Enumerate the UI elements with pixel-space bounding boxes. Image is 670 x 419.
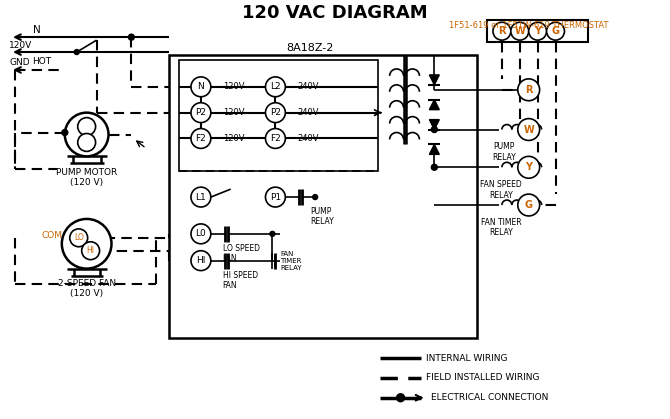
Text: GND: GND <box>9 59 29 67</box>
Circle shape <box>265 187 285 207</box>
Text: N: N <box>33 25 41 35</box>
FancyBboxPatch shape <box>179 60 378 171</box>
Text: FAN
TIMER
RELAY: FAN TIMER RELAY <box>280 251 302 271</box>
Text: F2: F2 <box>270 134 281 143</box>
Circle shape <box>62 129 68 135</box>
Text: 240V: 240V <box>297 134 319 143</box>
Text: HI SPEED
FAN: HI SPEED FAN <box>222 271 258 290</box>
Circle shape <box>265 103 285 123</box>
Text: ELECTRICAL CONNECTION: ELECTRICAL CONNECTION <box>431 393 549 402</box>
Text: HOT: HOT <box>32 57 51 67</box>
Circle shape <box>191 77 211 97</box>
Text: 8A18Z-2: 8A18Z-2 <box>287 43 334 53</box>
Text: (120 V): (120 V) <box>70 178 103 187</box>
Circle shape <box>493 22 511 40</box>
Text: (120 V): (120 V) <box>70 289 103 298</box>
Circle shape <box>62 219 111 269</box>
Text: FAN SPEED
RELAY: FAN SPEED RELAY <box>480 180 522 199</box>
Text: W: W <box>523 124 534 134</box>
Text: 2-SPEED FAN: 2-SPEED FAN <box>58 279 116 288</box>
Circle shape <box>129 34 135 40</box>
Text: Y: Y <box>534 26 541 36</box>
Polygon shape <box>429 119 440 129</box>
Text: L2: L2 <box>270 82 281 91</box>
Text: L0: L0 <box>196 229 206 238</box>
Text: COM: COM <box>42 231 62 241</box>
Text: 1F51-619 or 1F51W-619 THERMOSTAT: 1F51-619 or 1F51W-619 THERMOSTAT <box>449 21 608 30</box>
Text: 120 VAC DIAGRAM: 120 VAC DIAGRAM <box>242 4 428 22</box>
Text: LO: LO <box>74 233 84 242</box>
Circle shape <box>511 22 529 40</box>
Text: G: G <box>525 200 533 210</box>
Text: N: N <box>198 82 204 91</box>
Text: R: R <box>498 26 506 36</box>
Text: LO SPEED
FAN: LO SPEED FAN <box>222 244 260 263</box>
Text: PUMP
RELAY: PUMP RELAY <box>492 142 516 162</box>
Circle shape <box>518 156 539 178</box>
Circle shape <box>191 251 211 271</box>
Text: R: R <box>525 85 533 95</box>
Circle shape <box>270 231 275 236</box>
Text: P1: P1 <box>270 193 281 202</box>
Circle shape <box>529 22 547 40</box>
Circle shape <box>547 22 564 40</box>
Text: 120V: 120V <box>222 134 245 143</box>
Circle shape <box>78 118 96 135</box>
Text: FIELD INSTALLED WIRING: FIELD INSTALLED WIRING <box>426 373 540 383</box>
Circle shape <box>191 103 211 123</box>
Circle shape <box>431 164 438 170</box>
Circle shape <box>191 187 211 207</box>
Polygon shape <box>429 145 440 154</box>
Text: PUMP MOTOR: PUMP MOTOR <box>56 168 117 177</box>
Circle shape <box>82 242 100 260</box>
Circle shape <box>191 224 211 244</box>
Circle shape <box>313 194 318 199</box>
Text: PUMP
RELAY: PUMP RELAY <box>310 207 334 226</box>
Circle shape <box>518 79 539 101</box>
Circle shape <box>191 129 211 148</box>
Text: 120V: 120V <box>9 41 32 49</box>
Text: HI: HI <box>86 246 94 255</box>
Text: HI: HI <box>196 256 206 265</box>
Circle shape <box>265 129 285 148</box>
Text: L1: L1 <box>196 193 206 202</box>
Text: INTERNAL WIRING: INTERNAL WIRING <box>426 354 508 362</box>
Text: FAN TIMER
RELAY: FAN TIMER RELAY <box>480 218 521 237</box>
Polygon shape <box>429 75 440 85</box>
FancyBboxPatch shape <box>169 55 477 338</box>
Circle shape <box>518 194 539 216</box>
Text: 240V: 240V <box>297 108 319 117</box>
Text: Y: Y <box>525 162 532 172</box>
Text: 240V: 240V <box>297 82 319 91</box>
Circle shape <box>518 119 539 140</box>
Circle shape <box>431 127 438 132</box>
Polygon shape <box>429 100 440 110</box>
Text: W: W <box>515 26 525 36</box>
Circle shape <box>74 49 79 54</box>
Circle shape <box>78 134 96 151</box>
Text: 120V: 120V <box>222 108 245 117</box>
FancyBboxPatch shape <box>487 20 588 42</box>
Text: G: G <box>551 26 559 36</box>
Circle shape <box>397 394 405 402</box>
Circle shape <box>70 229 88 247</box>
Circle shape <box>265 77 285 97</box>
Circle shape <box>65 113 109 156</box>
Text: F2: F2 <box>196 134 206 143</box>
Text: 120V: 120V <box>222 82 245 91</box>
Text: P2: P2 <box>270 108 281 117</box>
Text: P2: P2 <box>196 108 206 117</box>
